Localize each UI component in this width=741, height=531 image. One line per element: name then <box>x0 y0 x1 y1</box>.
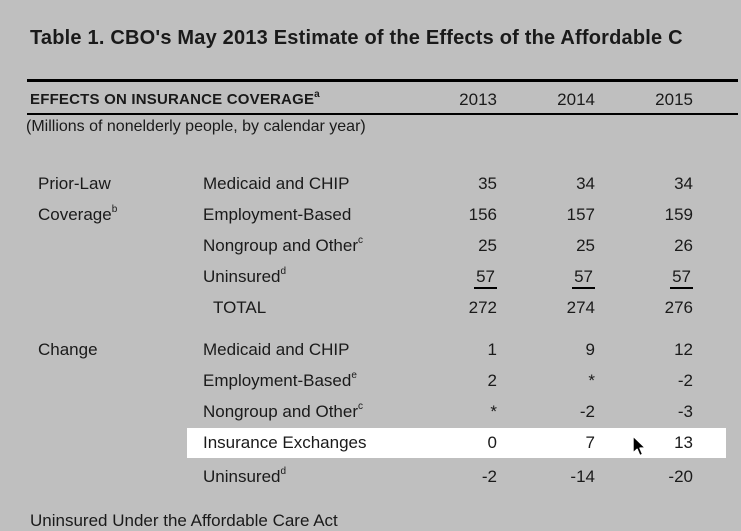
cell-2014: 9 <box>585 340 595 359</box>
row-label: Nongroup and Otherc <box>203 401 363 421</box>
cell-2015: -20 <box>668 467 693 486</box>
cell-2014: * <box>588 371 595 390</box>
section-header-text: EFFECTS ON INSURANCE COVERAGE <box>30 91 315 108</box>
row-label: Employment-Based <box>203 205 352 224</box>
cell-2013: -2 <box>481 467 497 486</box>
cell-2015: -3 <box>677 402 693 421</box>
row-label: Employment-Basede <box>203 370 357 390</box>
row-label: Insurance Exchanges <box>203 433 367 452</box>
cell-2015: 159 <box>664 205 693 224</box>
header-underline-rule <box>27 113 738 115</box>
year-column-header-2014: 2014 <box>557 90 595 109</box>
row-label: Medicaid and CHIP <box>203 340 350 359</box>
table-top-rule <box>27 79 738 82</box>
section-header: EFFECTS ON INSURANCE COVERAGEa <box>30 89 320 109</box>
cell-2014: 7 <box>585 433 595 452</box>
table-row-total: TOTAL 272 274 276 <box>0 297 741 319</box>
row-group-label: Change <box>38 340 98 359</box>
arrow-cursor-icon <box>632 435 647 457</box>
cell-2015: 276 <box>664 298 693 317</box>
table-row: Uninsuredd 57 57 57 <box>0 266 741 289</box>
year-column-header-2013: 2013 <box>459 90 497 109</box>
table-row: Employment-Basede 2 * -2 <box>0 370 741 392</box>
table-row: Change Medicaid and CHIP 1 9 12 <box>0 339 741 361</box>
year-column-header-2015: 2015 <box>655 90 693 109</box>
cell-2013: 0 <box>487 433 497 452</box>
table-title: Table 1. CBO's May 2013 Estimate of the … <box>30 27 683 49</box>
cell-2015: 34 <box>674 174 693 193</box>
row-group-label: Prior-Law <box>38 174 111 193</box>
table-row: Nongroup and Otherc 25 25 26 <box>0 235 741 257</box>
table-row: Coverageb Employment-Based 156 157 159 <box>0 204 741 226</box>
cell-2013: 25 <box>478 236 497 255</box>
table-row: Uninsuredd -2 -14 -20 <box>0 466 741 488</box>
units-subtitle: (Millions of nonelderly people, by calen… <box>26 118 366 135</box>
cell-2013: 156 <box>468 205 497 224</box>
cell-2014: 25 <box>576 236 595 255</box>
table-row: Prior-Law Medicaid and CHIP 35 34 34 <box>0 173 741 195</box>
row-label: Medicaid and CHIP <box>203 174 350 193</box>
cell-2014: 157 <box>566 205 595 224</box>
row-label: Uninsuredd <box>203 466 287 486</box>
cell-2013: 57 <box>437 266 497 289</box>
cell-2015: 13 <box>674 433 693 452</box>
row-group-label: Coverageb <box>38 204 118 224</box>
cell-2013: 1 <box>487 340 497 359</box>
cell-2013: 2 <box>487 371 497 390</box>
cell-2015: 26 <box>674 236 693 255</box>
row-label: Uninsuredd <box>203 266 287 286</box>
cell-2014: 34 <box>576 174 595 193</box>
table-row: Nongroup and Otherc * -2 -3 <box>0 401 741 423</box>
cell-2014: 274 <box>566 298 595 317</box>
cell-2014: 57 <box>535 266 595 289</box>
cell-2013: 272 <box>468 298 497 317</box>
cell-2015: -2 <box>677 371 693 390</box>
cell-2015: 12 <box>674 340 693 359</box>
next-section-heading-clipped: Uninsured Under the Affordable Care Act <box>30 511 338 530</box>
row-label: TOTAL <box>213 298 267 317</box>
cell-2013: 35 <box>478 174 497 193</box>
cell-2015: 57 <box>633 266 693 289</box>
cell-2014: -2 <box>579 402 595 421</box>
cell-2014: -14 <box>570 467 595 486</box>
section-header-footnote: a <box>314 89 320 100</box>
cell-2013: * <box>490 402 497 421</box>
table-row-insurance-exchanges[interactable]: Insurance Exchanges 0 7 13 <box>0 432 741 454</box>
row-label: Nongroup and Otherc <box>203 235 363 255</box>
